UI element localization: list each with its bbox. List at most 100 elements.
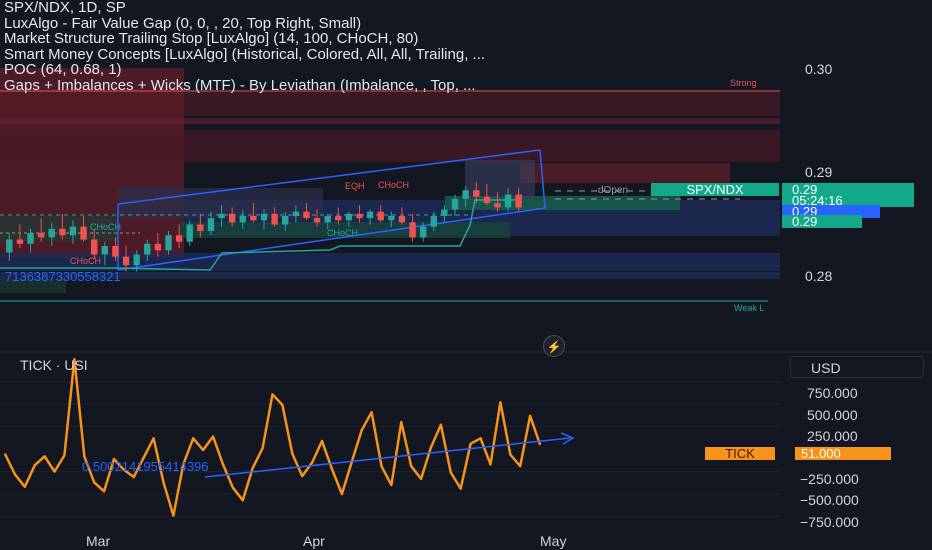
candle[interactable] [441, 205, 448, 223]
tick-point [509, 453, 512, 456]
candle[interactable] [494, 192, 501, 212]
tick-point [241, 499, 244, 502]
candle[interactable] [59, 213, 66, 240]
candle[interactable] [303, 203, 310, 221]
tick-point [331, 468, 333, 470]
candle[interactable] [388, 211, 395, 227]
candle-body [377, 211, 384, 221]
candle[interactable] [324, 213, 331, 229]
candle[interactable] [462, 185, 469, 208]
candle-body [101, 245, 108, 255]
tick-point [182, 463, 185, 466]
candle[interactable] [366, 209, 374, 225]
candle-body [292, 211, 300, 216]
tick-point [291, 452, 294, 455]
candle[interactable] [345, 211, 353, 227]
candle[interactable] [27, 228, 34, 253]
candle[interactable] [313, 209, 321, 227]
tick-point [420, 477, 422, 480]
candle[interactable] [122, 245, 130, 272]
flash-icon[interactable]: ⚡ [543, 335, 565, 357]
candle[interactable] [154, 233, 162, 257]
candle[interactable] [101, 241, 108, 266]
candle[interactable] [175, 224, 183, 249]
channel-upper [117, 149, 541, 205]
demand-zone-lower [0, 272, 780, 279]
candle[interactable] [80, 215, 87, 242]
candle[interactable] [69, 220, 77, 244]
candle[interactable] [260, 209, 268, 229]
candle[interactable] [91, 228, 98, 259]
candle[interactable] [483, 183, 491, 206]
candle[interactable] [48, 222, 55, 246]
tick-series-line[interactable] [3, 357, 542, 517]
candle-body [260, 213, 268, 221]
legend-indicator-3[interactable]: Smart Money Concepts [LuxAlgo] (Historic… [4, 46, 486, 62]
tick-point [539, 443, 541, 446]
candle[interactable] [356, 205, 363, 223]
candle[interactable] [6, 233, 13, 261]
tick-point [341, 493, 343, 495]
tick-point [410, 465, 413, 467]
tick-series-badge: TICK [705, 447, 775, 460]
candle[interactable] [430, 211, 437, 231]
candle-body [303, 211, 310, 219]
candle-body [366, 211, 374, 219]
candle[interactable] [218, 205, 225, 227]
candle[interactable] [112, 237, 119, 261]
candle[interactable] [197, 213, 204, 238]
candle[interactable] [16, 224, 24, 249]
candle[interactable] [207, 211, 215, 236]
candle[interactable] [37, 218, 45, 242]
tick-regression-arrow [560, 432, 575, 445]
currency-selector[interactable]: USD [790, 356, 924, 378]
bullish-fvg [180, 222, 510, 238]
trailing-price-badge: 0.29 [782, 215, 862, 228]
candle[interactable] [186, 220, 193, 246]
sub-panel-title[interactable]: TICK · USI [20, 357, 88, 373]
candle-body [271, 213, 278, 225]
candle-body [37, 233, 45, 238]
candle[interactable] [282, 211, 289, 231]
tick-point [489, 463, 492, 466]
candle[interactable] [133, 250, 140, 272]
legend-indicator-1[interactable]: LuxAlgo - Fair Value Gap (0, 0, , 20, To… [4, 15, 362, 31]
candle[interactable] [250, 203, 257, 223]
candle-body [483, 196, 491, 204]
tick-point [43, 455, 46, 458]
candle[interactable] [409, 213, 416, 242]
candle-body [504, 194, 512, 208]
candle[interactable] [271, 207, 278, 227]
candle[interactable] [292, 205, 300, 223]
candle[interactable] [504, 188, 512, 212]
tick-point [63, 454, 66, 457]
candle[interactable] [165, 230, 172, 255]
tick-point [4, 453, 6, 455]
candle-body [324, 215, 331, 223]
legend-indicator-5[interactable]: Gaps + Imbalances + Wicks (MTF) - By Lev… [4, 77, 476, 93]
candle[interactable] [398, 207, 406, 225]
candle-body [91, 239, 98, 255]
tick-point [311, 461, 313, 464]
price-tick-029: 0.29 [805, 164, 833, 180]
candle[interactable] [228, 207, 236, 227]
candle[interactable] [451, 194, 459, 216]
candles-layer [6, 181, 522, 272]
candle[interactable] [144, 239, 151, 261]
tick-point [123, 468, 125, 471]
candle[interactable] [377, 205, 384, 223]
legend-indicator-2[interactable]: Market Structure Trailing Stop [LuxAlgo]… [4, 31, 419, 47]
candle[interactable] [515, 188, 522, 212]
candle[interactable] [335, 207, 342, 225]
legend-indicator-4[interactable]: POC (64, 0.68, 1) [4, 62, 122, 78]
x-tick-may: May [540, 533, 567, 549]
candle[interactable] [239, 209, 246, 229]
candle-body [473, 190, 480, 197]
candle-body [494, 203, 501, 208]
tick-point [33, 464, 36, 467]
candle[interactable] [420, 222, 427, 242]
candle[interactable] [473, 181, 480, 204]
symbol-pair-label[interactable]: SPX/NDX [651, 183, 779, 196]
legend-title[interactable]: SPX/NDX, 1D, SP [4, 0, 126, 16]
